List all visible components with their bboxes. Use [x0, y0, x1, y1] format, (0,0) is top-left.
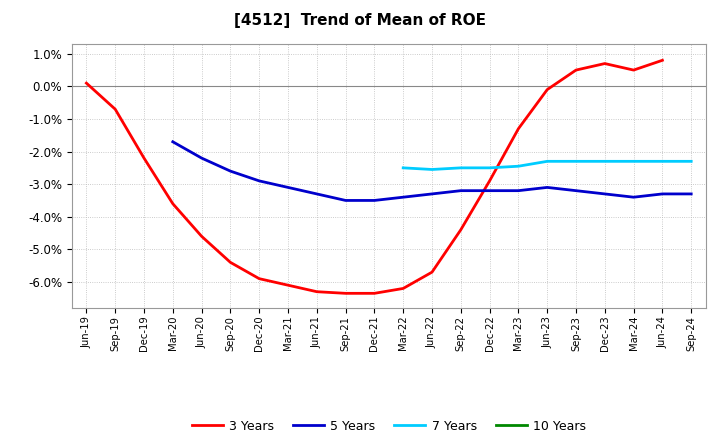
Legend: 3 Years, 5 Years, 7 Years, 10 Years: 3 Years, 5 Years, 7 Years, 10 Years — [186, 414, 591, 437]
Text: [4512]  Trend of Mean of ROE: [4512] Trend of Mean of ROE — [234, 13, 486, 28]
